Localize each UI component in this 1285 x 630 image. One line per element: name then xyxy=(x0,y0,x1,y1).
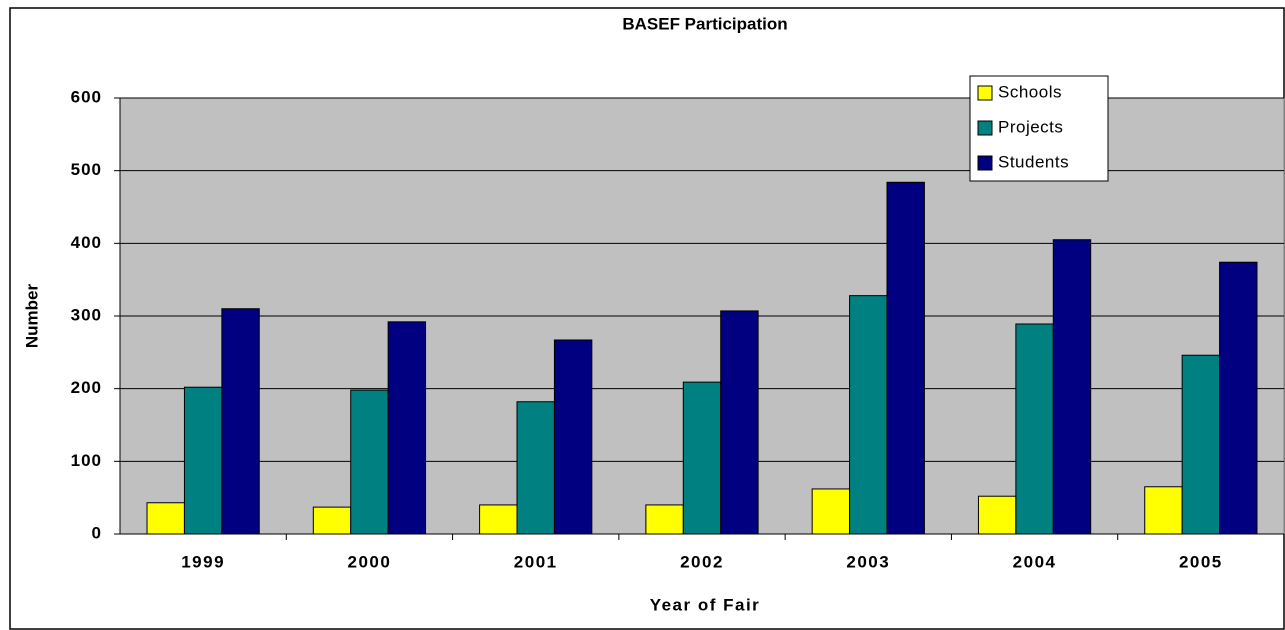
x-tick-label: 2004 xyxy=(1013,552,1057,571)
x-axis-label: Year of Fair xyxy=(650,595,761,614)
bar xyxy=(479,504,518,535)
y-tick-label: 0 xyxy=(92,523,102,542)
bar xyxy=(849,295,888,535)
legend-label: Projects xyxy=(998,117,1063,136)
y-tick-label: 400 xyxy=(71,233,102,252)
bar xyxy=(977,495,1017,535)
bar xyxy=(1181,354,1221,535)
legend-box xyxy=(969,75,1109,182)
bar xyxy=(553,339,593,535)
bar xyxy=(886,181,925,535)
x-tick-label: 2003 xyxy=(846,552,890,571)
bar xyxy=(146,502,185,535)
legend-label: Students xyxy=(998,152,1069,171)
bar xyxy=(312,506,352,535)
bar xyxy=(645,504,684,535)
y-tick-label: 600 xyxy=(71,87,102,106)
x-tick-label: 2005 xyxy=(1179,552,1223,571)
bar xyxy=(811,488,851,535)
x-tick-label: 2000 xyxy=(348,552,392,571)
bar xyxy=(682,381,722,535)
y-tick-label: 500 xyxy=(71,160,102,179)
x-tick-label: 1999 xyxy=(181,552,225,571)
legend-swatch xyxy=(977,85,993,101)
x-tick-label: 2001 xyxy=(514,552,558,571)
bar xyxy=(350,389,389,535)
bar xyxy=(1052,239,1092,535)
y-axis-label: Number xyxy=(22,284,41,349)
bar xyxy=(387,321,427,535)
bar xyxy=(516,401,555,535)
y-tick-label: 100 xyxy=(71,451,102,470)
bar xyxy=(1015,323,1054,535)
chart-title: BASEF Participation xyxy=(622,14,787,33)
y-tick-label: 200 xyxy=(71,378,102,397)
legend-swatch xyxy=(977,120,993,136)
bar xyxy=(183,386,223,535)
legend-label: Schools xyxy=(998,82,1062,101)
bar xyxy=(221,308,260,535)
x-tick-label: 2002 xyxy=(680,552,724,571)
bar xyxy=(1144,486,1183,535)
y-tick-label: 300 xyxy=(71,305,102,324)
bar xyxy=(1219,261,1258,535)
bar xyxy=(720,310,759,535)
legend-swatch xyxy=(977,155,993,171)
